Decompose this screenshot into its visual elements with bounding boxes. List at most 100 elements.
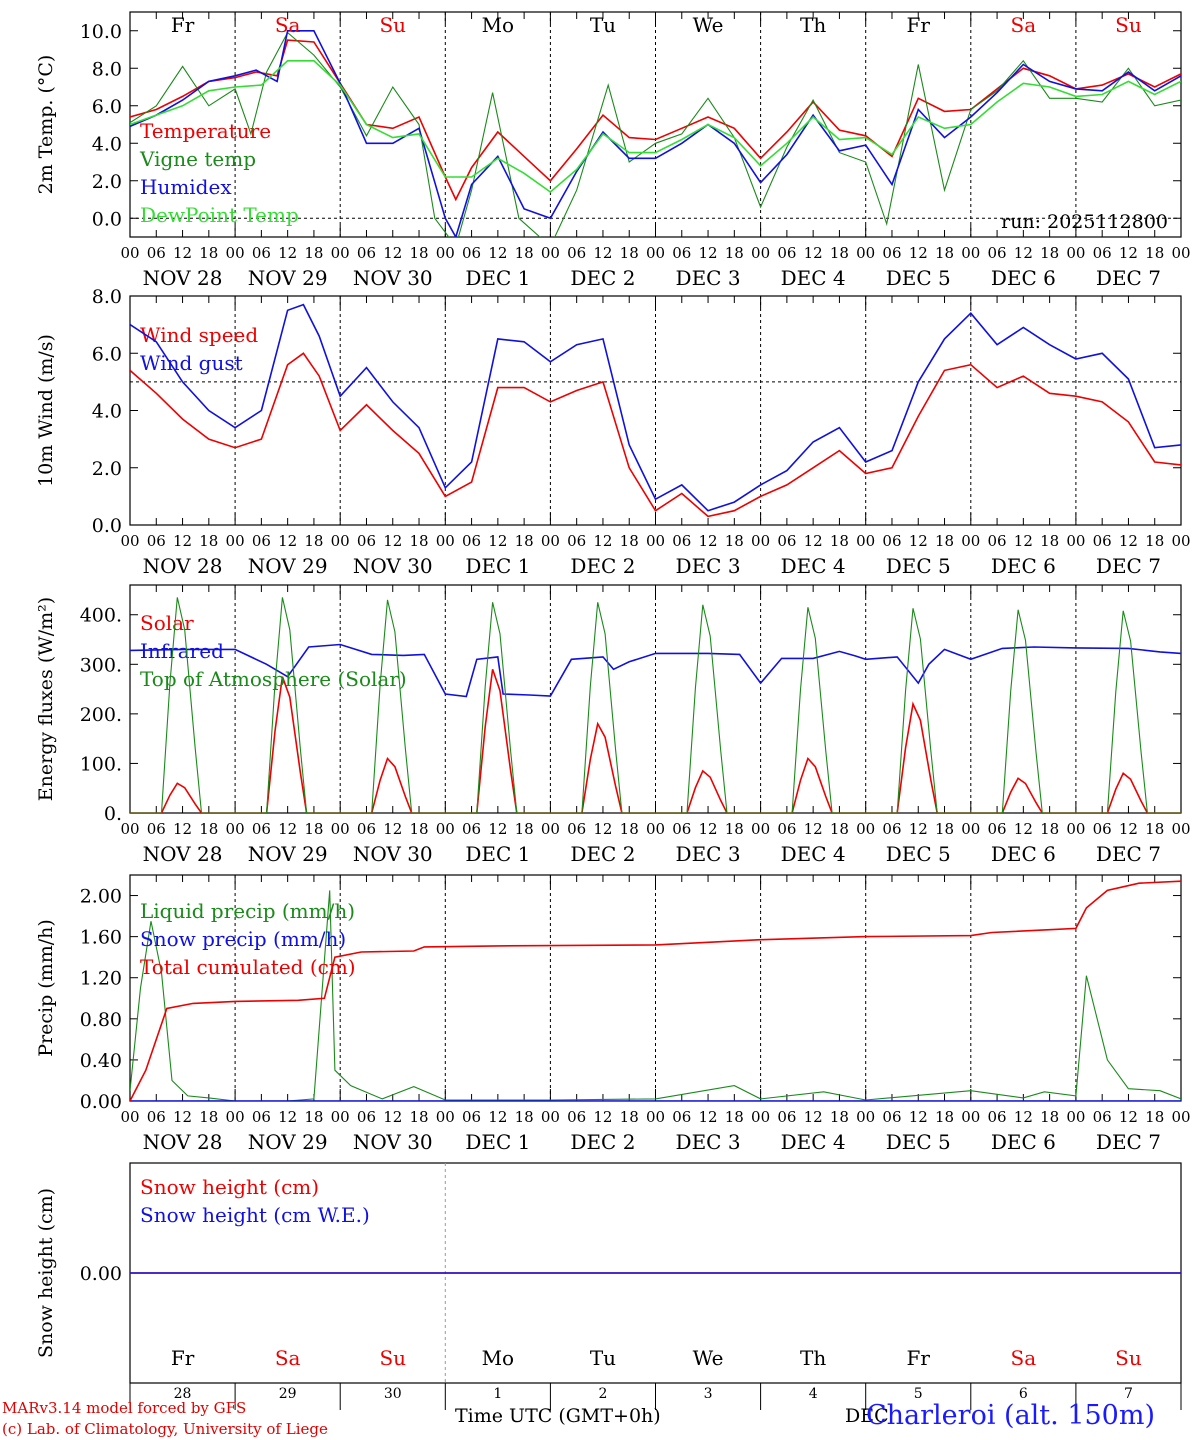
hour-tick-label: 00	[331, 1108, 350, 1126]
hour-tick-label: 12	[173, 820, 192, 838]
hour-tick-label: 18	[1040, 532, 1059, 550]
hour-tick-label: 12	[173, 244, 192, 262]
hour-tick-label: 06	[252, 244, 271, 262]
panel-2: 0.0 2.0 4.0 6.0 8.0 10m Wind (m/s) 00 06 12 18 00 0…	[35, 286, 1191, 578]
hour-tick-label: 06	[567, 820, 586, 838]
hour-tick-label: 06	[147, 532, 166, 550]
day-number: 2	[598, 1386, 607, 1402]
hour-tick-label: 18	[935, 1108, 954, 1126]
date-label: DEC 5	[886, 266, 951, 290]
hour-tick-label: 06	[777, 1108, 796, 1126]
legend-snow-height-cm-: Snow height (cm)	[140, 1175, 319, 1199]
y-tick-label: 8.0	[92, 58, 122, 80]
hour-tick-label: 00	[1171, 1108, 1190, 1126]
weekday-label: Th	[800, 13, 826, 37]
hour-tick-label: 00	[226, 1108, 245, 1126]
date-label: DEC 1	[465, 1130, 530, 1154]
legend-top-of-atmosphere-solar-: Top of Atmosphere (Solar)	[140, 667, 407, 691]
date-label: DEC 7	[1096, 266, 1161, 290]
hour-tick-label: 18	[199, 820, 218, 838]
hour-tick-label: 18	[1040, 1108, 1059, 1126]
hour-tick-label: 06	[462, 244, 481, 262]
date-label: NOV 28	[143, 554, 223, 578]
weekday-label: Su	[1115, 1346, 1142, 1370]
hour-tick-label: 06	[672, 532, 691, 550]
date-label: DEC 7	[1096, 842, 1161, 866]
date-label: NOV 28	[143, 842, 223, 866]
hour-tick-label: 12	[1014, 1108, 1033, 1126]
hour-tick-label: 00	[961, 820, 980, 838]
legend-liquid-precip-mm-h-: Liquid precip (mm/h)	[140, 899, 355, 923]
hour-tick-label: 00	[1066, 1108, 1085, 1126]
weekday-label: Fr	[907, 13, 931, 37]
weekday-label: Tu	[590, 1346, 616, 1370]
y-axis-label: Snow height (cm)	[35, 1188, 57, 1358]
hour-tick-label: 18	[304, 532, 323, 550]
hour-tick-label: 00	[751, 532, 770, 550]
day-number: 7	[1124, 1386, 1133, 1402]
weekday-label: Sa	[275, 13, 301, 37]
hour-tick-label: 18	[515, 244, 534, 262]
hour-tick-label: 18	[935, 532, 954, 550]
hour-tick-label: 00	[856, 820, 875, 838]
hour-tick-label: 18	[199, 532, 218, 550]
y-tick-label: 4.0	[92, 401, 122, 423]
weekday-label: Su	[379, 1346, 406, 1370]
hour-tick-label: 06	[462, 532, 481, 550]
hour-tick-label: 06	[672, 820, 691, 838]
hour-tick-label: 18	[830, 1108, 849, 1126]
legend-total-cumulated-cm-: Total cumulated (cm)	[140, 955, 356, 979]
date-label: DEC 4	[781, 1130, 846, 1154]
hour-tick-label: 12	[909, 820, 928, 838]
y-tick-label: 0.00	[80, 1091, 122, 1113]
date-label: DEC 7	[1096, 1130, 1161, 1154]
hour-tick-label: 00	[541, 1108, 560, 1126]
weekday-label: Tu	[590, 13, 616, 37]
hour-tick-label: 00	[1171, 820, 1190, 838]
hour-tick-label: 12	[383, 820, 402, 838]
hour-tick-label: 18	[620, 1108, 639, 1126]
hour-tick-label: 12	[1119, 532, 1138, 550]
hour-tick-label: 18	[304, 244, 323, 262]
weekday-label: Su	[1115, 13, 1142, 37]
y-tick-label: 2.0	[92, 458, 122, 480]
hour-tick-label: 12	[804, 244, 823, 262]
hour-tick-label: 18	[935, 244, 954, 262]
hour-tick-label: 06	[357, 1108, 376, 1126]
hour-tick-label: 06	[567, 532, 586, 550]
hour-tick-label: 12	[909, 1108, 928, 1126]
y-tick-label: 6.0	[92, 343, 122, 365]
legend-snow-precip-mm-h-: Snow precip (mm/h)	[140, 927, 346, 951]
hour-tick-label: 00	[1066, 244, 1085, 262]
hour-tick-label: 12	[804, 1108, 823, 1126]
y-tick-label: 2.00	[80, 886, 122, 908]
hour-tick-label: 06	[988, 244, 1007, 262]
hour-tick-label: 06	[777, 244, 796, 262]
hour-tick-label: 12	[1119, 820, 1138, 838]
hour-tick-label: 06	[988, 532, 1007, 550]
y-axis-label: Precip (mm/h)	[35, 919, 57, 1057]
hour-tick-label: 12	[1014, 532, 1033, 550]
hour-tick-label: 06	[1093, 532, 1112, 550]
hour-tick-label: 12	[1119, 1108, 1138, 1126]
hour-tick-label: 12	[1014, 820, 1033, 838]
weekday-label: Su	[379, 13, 406, 37]
hour-tick-label: 18	[725, 1108, 744, 1126]
hour-tick-label: 00	[1066, 532, 1085, 550]
hour-tick-label: 06	[357, 532, 376, 550]
weekday-label: Mo	[482, 1346, 515, 1370]
hour-tick-label: 06	[777, 820, 796, 838]
hour-tick-label: 00	[331, 820, 350, 838]
hour-tick-label: 00	[961, 1108, 980, 1126]
weekday-label: Fr	[907, 1346, 931, 1370]
legend-wind-speed: Wind speed	[140, 323, 258, 347]
hour-tick-label: 12	[909, 244, 928, 262]
hour-tick-label: 18	[1040, 244, 1059, 262]
hour-tick-label: 06	[777, 532, 796, 550]
month-label: DEC	[845, 1405, 889, 1427]
day-number: 3	[704, 1386, 713, 1402]
hour-tick-label: 12	[488, 1108, 507, 1126]
y-tick-label: 400.	[80, 605, 122, 627]
hour-tick-label: 12	[1119, 244, 1138, 262]
